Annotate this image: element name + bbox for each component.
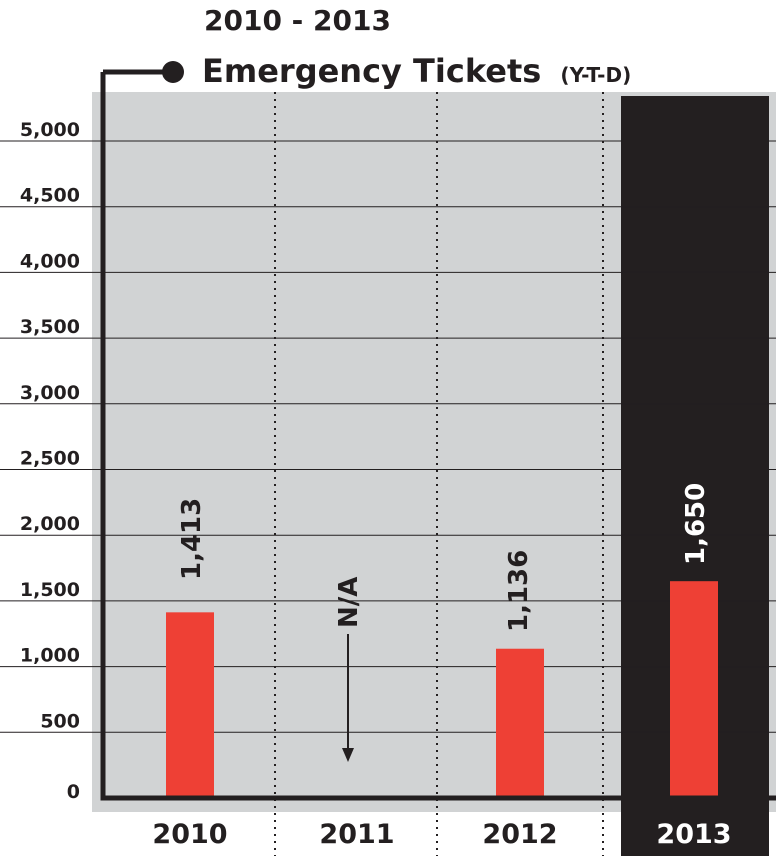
value-label-2011: N/A bbox=[334, 577, 364, 628]
y-tick-label: 3,500 bbox=[20, 316, 80, 338]
value-label-2010: 1,413 bbox=[177, 498, 207, 580]
chart-title-main: Emergency Tickets bbox=[202, 52, 541, 90]
bar-2010 bbox=[166, 612, 214, 798]
axes bbox=[100, 61, 776, 801]
y-tick-label: 5,000 bbox=[20, 119, 80, 141]
column-dividers bbox=[274, 92, 604, 856]
title-bullet-icon bbox=[162, 61, 184, 83]
category-label-2010: 2010 bbox=[152, 819, 227, 850]
bar-2012 bbox=[496, 648, 544, 798]
value-label-2012: 1,136 bbox=[504, 550, 534, 632]
y-tick-label: 500 bbox=[40, 710, 80, 732]
bar-2013 bbox=[670, 581, 718, 798]
y-tick-label: 0 bbox=[67, 781, 80, 803]
chart-title-suffix: (Y-T-D) bbox=[560, 63, 631, 87]
y-tick-label: 4,500 bbox=[20, 185, 80, 207]
category-label-2012: 2012 bbox=[482, 819, 557, 850]
na-arrow bbox=[342, 634, 354, 762]
category-label-2013: 2013 bbox=[656, 819, 731, 850]
chart-title-line1: 2010 - 2013 bbox=[204, 4, 391, 37]
y-tick-label: 4,000 bbox=[20, 250, 80, 272]
chart-title-line2: Emergency Tickets (Y-T-D) bbox=[202, 52, 631, 90]
y-tick-label: 2,000 bbox=[20, 513, 80, 535]
category-label-2011: 2011 bbox=[319, 819, 394, 850]
y-tick-label: 1,500 bbox=[20, 579, 80, 601]
y-tick-label: 2,500 bbox=[20, 448, 80, 470]
value-label-2013: 1,650 bbox=[681, 483, 711, 565]
x-category-labels: 2010 2011 2012 2013 bbox=[152, 819, 731, 850]
y-tick-label: 3,000 bbox=[20, 382, 80, 404]
value-labels: 1,413 N/A 1,136 1,650 bbox=[177, 483, 711, 632]
y-tick-label: 1,000 bbox=[20, 645, 80, 667]
bars bbox=[166, 581, 718, 798]
gridlines bbox=[0, 140, 776, 733]
y-tick-labels: 0 500 1,000 1,500 2,000 2,500 3,000 3,500 4,000 4… bbox=[20, 119, 80, 803]
